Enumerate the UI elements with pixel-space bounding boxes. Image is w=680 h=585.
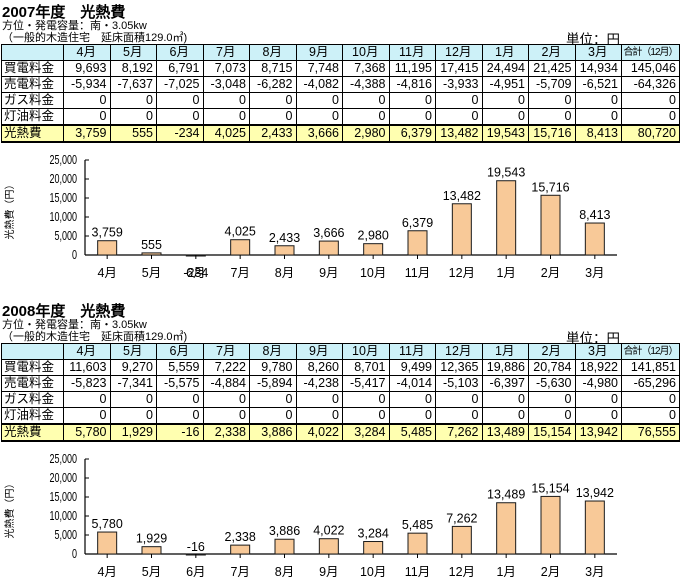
svg-text:15,000: 15,000 [50,192,77,206]
svg-text:3,759: 3,759 [92,226,123,240]
svg-text:2月: 2月 [541,565,560,579]
svg-text:7,262: 7,262 [446,511,477,525]
svg-text:4,022: 4,022 [313,524,344,538]
svg-text:1月: 1月 [496,565,515,579]
svg-text:-16: -16 [187,540,205,554]
svg-text:光熱費（円）: 光熱費（円） [3,479,16,539]
svg-text:6月: 6月 [186,266,205,280]
svg-text:5,780: 5,780 [92,517,123,531]
svg-text:2月: 2月 [541,266,560,280]
svg-text:2,338: 2,338 [225,530,256,544]
svg-text:15,716: 15,716 [531,180,569,194]
svg-text:5月: 5月 [142,565,161,579]
svg-text:8,413: 8,413 [579,208,610,222]
svg-text:15,000: 15,000 [50,491,77,505]
svg-text:10月: 10月 [360,266,386,280]
svg-text:3,666: 3,666 [313,226,344,240]
svg-text:12月: 12月 [449,266,475,280]
svg-text:11月: 11月 [405,266,430,280]
svg-text:4月: 4月 [97,565,116,579]
svg-text:8月: 8月 [275,565,294,579]
svg-text:5月: 5月 [142,266,161,280]
svg-text:5,000: 5,000 [55,230,77,244]
svg-text:10,000: 10,000 [50,211,77,225]
svg-text:3,284: 3,284 [358,527,389,541]
svg-text:10月: 10月 [360,565,386,579]
svg-text:3,886: 3,886 [269,524,300,538]
svg-text:5,000: 5,000 [55,529,77,543]
svg-text:5,485: 5,485 [402,518,433,532]
svg-text:6月: 6月 [186,565,205,579]
svg-text:4,025: 4,025 [225,225,256,239]
svg-text:20,000: 20,000 [50,173,77,187]
svg-text:8月: 8月 [275,266,294,280]
svg-text:15,154: 15,154 [531,481,569,495]
svg-text:9月: 9月 [319,565,338,579]
svg-text:3月: 3月 [585,565,604,579]
svg-text:20,000: 20,000 [50,472,77,486]
svg-text:13,942: 13,942 [576,486,614,500]
svg-text:13,482: 13,482 [443,189,481,203]
svg-text:555: 555 [141,238,162,252]
svg-text:3月: 3月 [585,266,604,280]
svg-text:光熱費（円）: 光熱費（円） [3,180,16,240]
svg-text:1,929: 1,929 [136,532,167,546]
svg-text:9月: 9月 [319,266,338,280]
svg-text:2,980: 2,980 [358,229,389,243]
svg-text:1月: 1月 [496,266,515,280]
svg-text:7月: 7月 [230,565,249,579]
svg-text:13,489: 13,489 [487,488,525,502]
svg-text:0: 0 [72,249,77,263]
svg-text:7月: 7月 [230,266,249,280]
svg-text:6,379: 6,379 [402,216,433,230]
svg-text:25,000: 25,000 [50,453,77,467]
svg-text:11月: 11月 [405,565,430,579]
svg-text:10,000: 10,000 [50,510,77,524]
svg-text:4月: 4月 [97,266,116,280]
svg-text:25,000: 25,000 [50,154,77,168]
svg-text:19,543: 19,543 [487,166,525,180]
svg-text:12月: 12月 [449,565,475,579]
svg-text:0: 0 [72,548,77,562]
svg-text:2,433: 2,433 [269,231,300,245]
